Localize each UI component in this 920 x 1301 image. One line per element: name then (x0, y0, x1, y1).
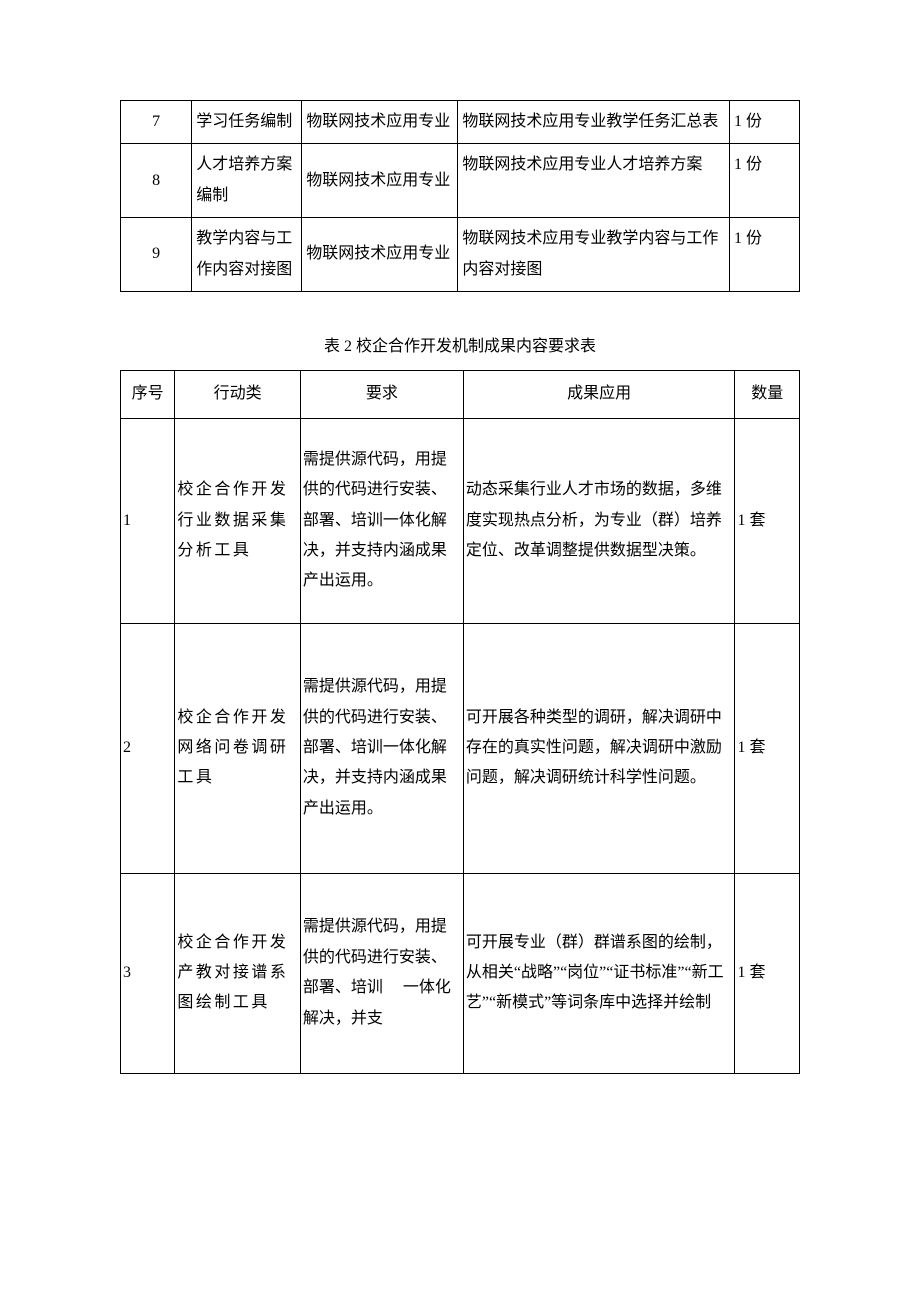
cell-result: 物联网技术应用专业人才培养方案 (458, 144, 730, 218)
cell-qty: 1 套 (735, 873, 800, 1073)
table-1: 7 学习任务编制 物联网技术应用专业 物联网技术应用专业教学任务汇总表 1 份 … (120, 100, 800, 292)
cell-qty: 1 套 (735, 418, 800, 623)
cell-category: 人才培养方案编制 (192, 144, 302, 218)
cell-application: 动态采集行业人才市场的数据，多维度实现热点分析，为专业（群）培养定位、改革调整提… (463, 418, 735, 623)
cell-num: 1 (121, 418, 175, 623)
cell-qty: 1 套 (735, 623, 800, 873)
cell-requirement: 需提供源代码，用提供的代码进行安装、部署、培训一体化解决，并支持内涵成果产出运用… (300, 623, 463, 873)
table-2-caption: 表 2 校企合作开发机制成果内容要求表 (120, 332, 800, 362)
table-row: 3 校企合作开发产教对接谱系图绘制工具 需提供源代码，用提供的代码进行安装、部署… (121, 873, 800, 1073)
table-2-body: 1 校企合作开发行业数据采集分析工具 需提供源代码，用提供的代码进行安装、部署、… (121, 418, 800, 1073)
table-row: 2 校企合作开发网络问卷调研工具 需提供源代码，用提供的代码进行安装、部署、培训… (121, 623, 800, 873)
cell-major: 物联网技术应用专业 (302, 144, 458, 218)
cell-num: 7 (121, 101, 192, 144)
cell-category: 教学内容与工作内容对接图 (192, 218, 302, 292)
header-application: 成果应用 (463, 371, 735, 418)
cell-major: 物联网技术应用专业 (302, 101, 458, 144)
cell-num: 8 (121, 144, 192, 218)
header-num: 序号 (121, 371, 175, 418)
cell-major: 物联网技术应用专业 (302, 218, 458, 292)
cell-application: 可开展专业（群）群谱系图的绘制，从相关“战略”“岗位”“证书标准”“新工艺”“新… (463, 873, 735, 1073)
cell-num: 3 (121, 873, 175, 1073)
cell-result: 物联网技术应用专业教学任务汇总表 (458, 101, 730, 144)
header-category: 行动类 (175, 371, 301, 418)
table-2: 序号 行动类 要求 成果应用 数量 1 校企合作开发行业数据采集分析工具 需提供… (120, 370, 800, 1073)
table-row: 8 人才培养方案编制 物联网技术应用专业 物联网技术应用专业人才培养方案 1 份 (121, 144, 800, 218)
table-row: 9 教学内容与工作内容对接图 物联网技术应用专业 物联网技术应用专业教学内容与工… (121, 218, 800, 292)
cell-num: 2 (121, 623, 175, 873)
cell-qty: 1 份 (730, 144, 800, 218)
cell-qty: 1 份 (730, 218, 800, 292)
table-2-head: 序号 行动类 要求 成果应用 数量 (121, 371, 800, 418)
cell-category: 校企合作开发产教对接谱系图绘制工具 (175, 873, 301, 1073)
cell-num: 9 (121, 218, 192, 292)
cell-result: 物联网技术应用专业教学内容与工作内容对接图 (458, 218, 730, 292)
table-row: 7 学习任务编制 物联网技术应用专业 物联网技术应用专业教学任务汇总表 1 份 (121, 101, 800, 144)
cell-qty: 1 份 (730, 101, 800, 144)
header-requirement: 要求 (300, 371, 463, 418)
cell-category: 校企合作开发网络问卷调研工具 (175, 623, 301, 873)
cell-category: 学习任务编制 (192, 101, 302, 144)
cell-requirement: 需提供源代码，用提供的代码进行安装、部署、培训 一体化解决，并支 (300, 873, 463, 1073)
table-header-row: 序号 行动类 要求 成果应用 数量 (121, 371, 800, 418)
table-row: 1 校企合作开发行业数据采集分析工具 需提供源代码，用提供的代码进行安装、部署、… (121, 418, 800, 623)
cell-category: 校企合作开发行业数据采集分析工具 (175, 418, 301, 623)
header-qty: 数量 (735, 371, 800, 418)
table-1-body: 7 学习任务编制 物联网技术应用专业 物联网技术应用专业教学任务汇总表 1 份 … (121, 101, 800, 292)
cell-application: 可开展各种类型的调研，解决调研中存在的真实性问题，解决调研中激励问题，解决调研统… (463, 623, 735, 873)
cell-requirement: 需提供源代码，用提供的代码进行安装、部署、培训一体化解决，并支持内涵成果产出运用… (300, 418, 463, 623)
